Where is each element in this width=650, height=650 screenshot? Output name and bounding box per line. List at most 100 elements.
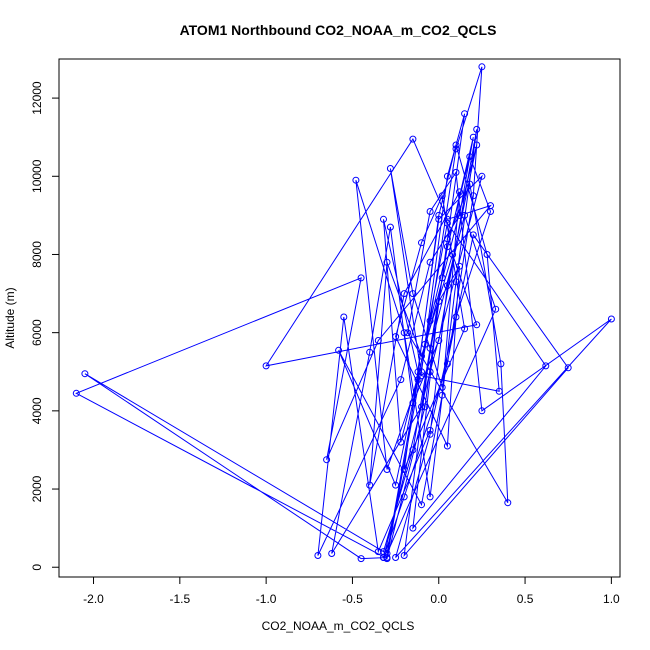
- data-point: [426, 344, 434, 352]
- data-point: [461, 325, 469, 333]
- data-point: [383, 258, 391, 266]
- data-point: [435, 297, 443, 305]
- data-point: [366, 481, 374, 489]
- data-point: [366, 348, 374, 356]
- data-point: [409, 399, 417, 407]
- data-point: [314, 552, 322, 559]
- x-tick-label: -1.0: [256, 592, 277, 606]
- data-point: [383, 555, 391, 563]
- data-point: [438, 192, 446, 200]
- data-point: [397, 376, 405, 384]
- data-point: [449, 251, 457, 258]
- data-point: [400, 329, 408, 337]
- y-tick-label: 4000: [30, 397, 44, 424]
- series-group: [72, 63, 615, 563]
- data-point: [409, 135, 417, 143]
- data-point: [452, 141, 460, 149]
- data-point: [473, 141, 481, 149]
- chart-title: ATOM1 Northbound CO2_NOAA_m_CO2_QCLS: [180, 22, 497, 38]
- data-point: [72, 389, 80, 397]
- data-point: [469, 133, 477, 141]
- data-point: [404, 329, 412, 337]
- data-point: [438, 391, 446, 399]
- data-point: [466, 180, 474, 188]
- data-point: [426, 258, 434, 266]
- y-tick-label: 2000: [30, 475, 44, 502]
- data-point: [452, 168, 460, 176]
- data-point: [386, 165, 394, 172]
- data-point: [483, 251, 491, 258]
- data-point: [414, 368, 422, 376]
- data-point: [323, 456, 331, 464]
- y-axis-label: Altitude (m): [3, 287, 17, 348]
- data-point: [352, 176, 360, 184]
- data-point: [443, 360, 451, 368]
- data-point: [426, 430, 434, 438]
- data-point: [418, 352, 425, 360]
- data-point: [461, 110, 469, 118]
- data-point: [456, 211, 463, 219]
- data-point: [469, 192, 477, 200]
- plot-frame: [58, 58, 621, 578]
- data-point: [497, 360, 505, 368]
- x-tick-label: 0.0: [430, 592, 447, 606]
- data-point: [357, 274, 365, 282]
- x-tick-label: -1.5: [169, 592, 190, 606]
- data-point: [400, 493, 408, 501]
- data-point: [487, 202, 494, 210]
- data-point: [392, 554, 400, 561]
- data-point: [397, 438, 405, 446]
- data-point: [386, 223, 394, 231]
- data-point: [438, 274, 446, 282]
- data-point: [443, 442, 451, 450]
- data-point: [328, 550, 336, 557]
- data-point: [418, 403, 425, 411]
- data-point: [418, 372, 425, 380]
- data-point: [564, 364, 572, 372]
- data-point: [426, 368, 434, 376]
- y-tick-label: 12000: [30, 81, 44, 115]
- data-point: [435, 337, 443, 344]
- x-tick-label: 0.5: [517, 592, 534, 606]
- data-point: [380, 554, 387, 561]
- data-point: [443, 235, 451, 243]
- data-point: [495, 387, 503, 395]
- y-tick-label: 0: [30, 564, 44, 571]
- data-point: [383, 466, 391, 473]
- data-point: [443, 282, 451, 290]
- data-point: [392, 333, 400, 341]
- data-point: [400, 552, 408, 559]
- data-point: [461, 211, 469, 219]
- data-point: [426, 426, 434, 434]
- data-point: [357, 555, 365, 563]
- data-point: [466, 153, 474, 161]
- data-point: [81, 370, 89, 378]
- data-point: [426, 493, 434, 501]
- y-axis: 0 2000 4000 6000 8000 10000 12000: [30, 81, 60, 571]
- x-axis-label: CO2_NOAA_m_CO2_QCLS: [262, 619, 415, 633]
- data-point: [456, 262, 463, 270]
- data-point: [452, 145, 460, 153]
- x-tick-label: -2.0: [83, 592, 104, 606]
- y-tick-label: 6000: [30, 319, 44, 346]
- data-point: [607, 315, 615, 323]
- data-point: [504, 499, 512, 507]
- data-point: [409, 290, 417, 298]
- data-point: [414, 376, 422, 384]
- data-point: [400, 290, 408, 298]
- data-point: [473, 321, 481, 329]
- data-point: [374, 548, 382, 556]
- data-point: [443, 172, 451, 180]
- data-point: [452, 313, 460, 321]
- data-point: [421, 403, 429, 411]
- data-point: [418, 368, 425, 376]
- y-tick-label: 10000: [30, 159, 44, 193]
- data-point: [469, 231, 477, 239]
- data-point: [340, 313, 348, 321]
- data-point: [409, 446, 417, 454]
- x-tick-label: 1.0: [603, 592, 620, 606]
- x-axis: -2.0 -1.5 -1.0 -0.5 0.0 0.5 1.0: [83, 576, 620, 606]
- data-point: [492, 305, 500, 313]
